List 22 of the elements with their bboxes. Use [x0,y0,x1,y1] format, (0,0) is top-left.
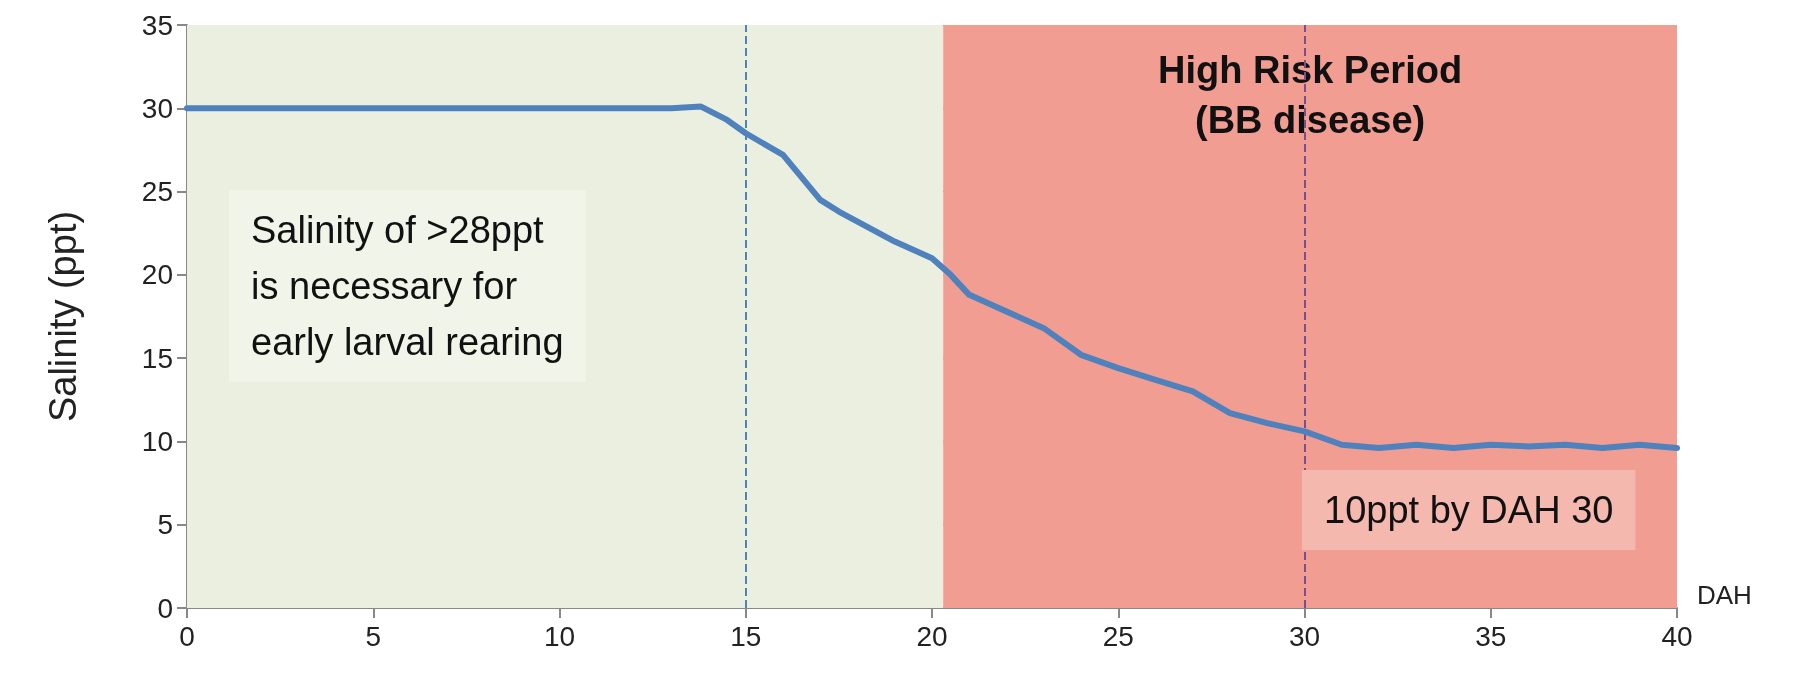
x-tick-label: 5 [365,620,382,652]
x-tick-label: 25 [1102,620,1134,652]
band-label: High Risk Period (BB disease) [1158,49,1463,141]
y-tick-label: 25 [141,176,173,208]
y-tick-label: 15 [141,342,173,374]
x-tick-label: 40 [1661,620,1693,652]
y-tick-label: 10 [141,425,173,457]
x-tick-label: 10 [543,620,576,652]
y-tick-label: 0 [157,592,173,624]
y-tick-label: 35 [141,9,173,41]
annotation: 10ppt by DAH 30 [1324,489,1614,531]
x-tick-label: 0 [179,620,195,652]
y-tick-label: 30 [141,92,173,124]
y-tick-label: 5 [157,509,173,541]
x-tick-label: 35 [1475,620,1507,652]
x-axis-title: DAH [1697,580,1752,610]
x-tick-label: 30 [1288,620,1321,652]
annotation: Salinity of >28ppt is necessary for early larval rearing [251,209,564,363]
x-tick-label: 20 [916,620,948,652]
y-tick-label: 20 [141,259,173,291]
x-tick-label: 15 [730,620,762,652]
y-axis-title: Salinity (ppt) [42,210,84,423]
